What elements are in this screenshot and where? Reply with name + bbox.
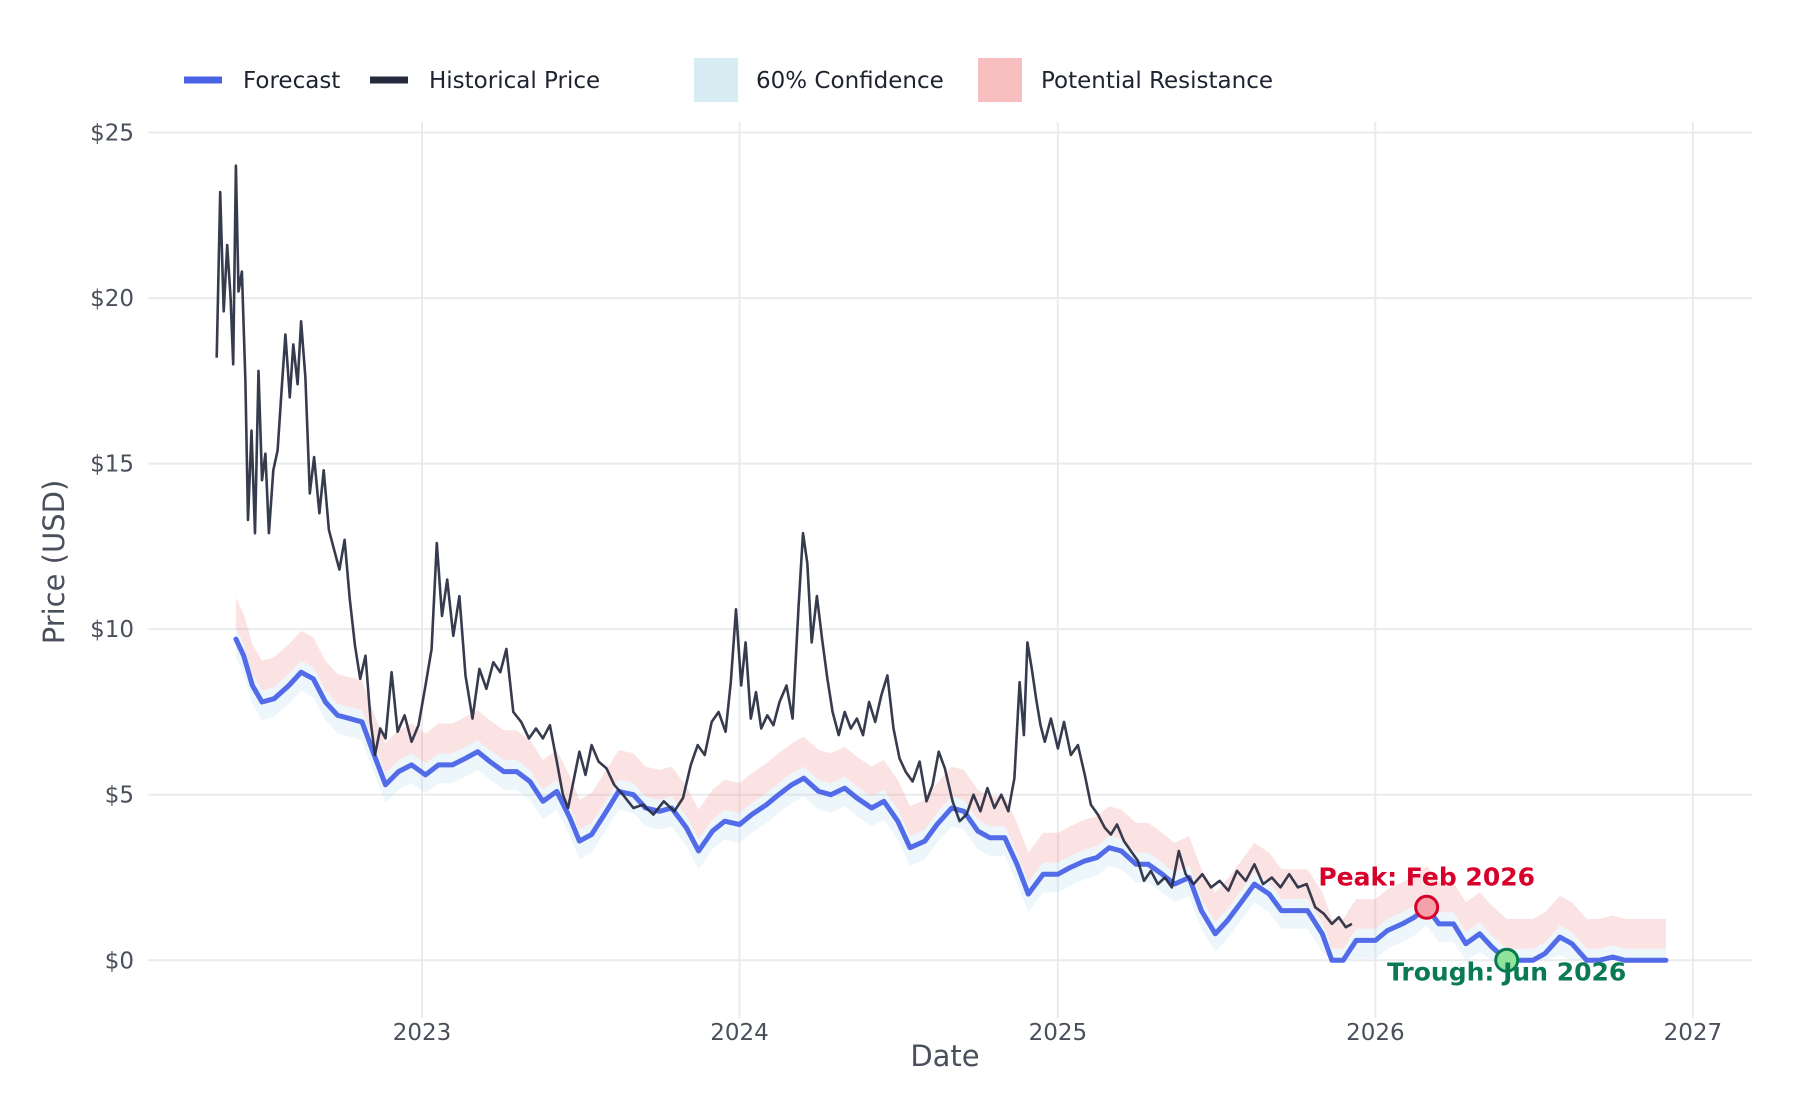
y-tick-label: $15 [90,452,134,478]
x-axis-title: Date [910,1039,979,1073]
legend-resistance-swatch [978,58,1022,102]
legend: Forecast Historical Price 60% Confidence… [184,58,1273,102]
y-tick-label: $5 [105,783,134,809]
peak-annotation: Peak: Feb 2026 [1318,862,1535,891]
legend-confidence-swatch [694,58,738,102]
grid [148,122,1752,1018]
y-axis-title: Price (USD) [37,480,71,645]
x-tick-label: 2024 [710,1020,769,1046]
resistance-band [235,597,1666,949]
peak-marker [1414,894,1440,920]
legend-forecast-label: Forecast [243,68,340,94]
forecast-line [233,636,1669,963]
markers [1414,894,1520,973]
x-tick-label: 2023 [393,1020,452,1046]
y-tick-label: $25 [90,121,134,147]
series [215,164,1669,963]
tick-labels: $0 $5 $10 $15 $20 $25 2023 2024 2025 2026 2027 [90,121,1722,1046]
legend-confidence-label: 60% Confidence [756,68,944,94]
trough-annotation: Trough: Jun 2026 [1387,957,1626,986]
trough-marker [1494,947,1520,973]
y-tick-label: $20 [90,286,134,312]
historical-price-line [215,164,1353,929]
x-tick-label: 2027 [1664,1020,1723,1046]
x-tick-label: 2026 [1346,1020,1405,1046]
legend-historical-label: Historical Price [429,68,600,94]
y-tick-label: $0 [105,948,134,974]
x-tick-label: 2025 [1029,1020,1088,1046]
bands [235,597,1666,961]
y-tick-label: $10 [90,617,134,643]
legend-resistance-label: Potential Resistance [1041,68,1273,94]
